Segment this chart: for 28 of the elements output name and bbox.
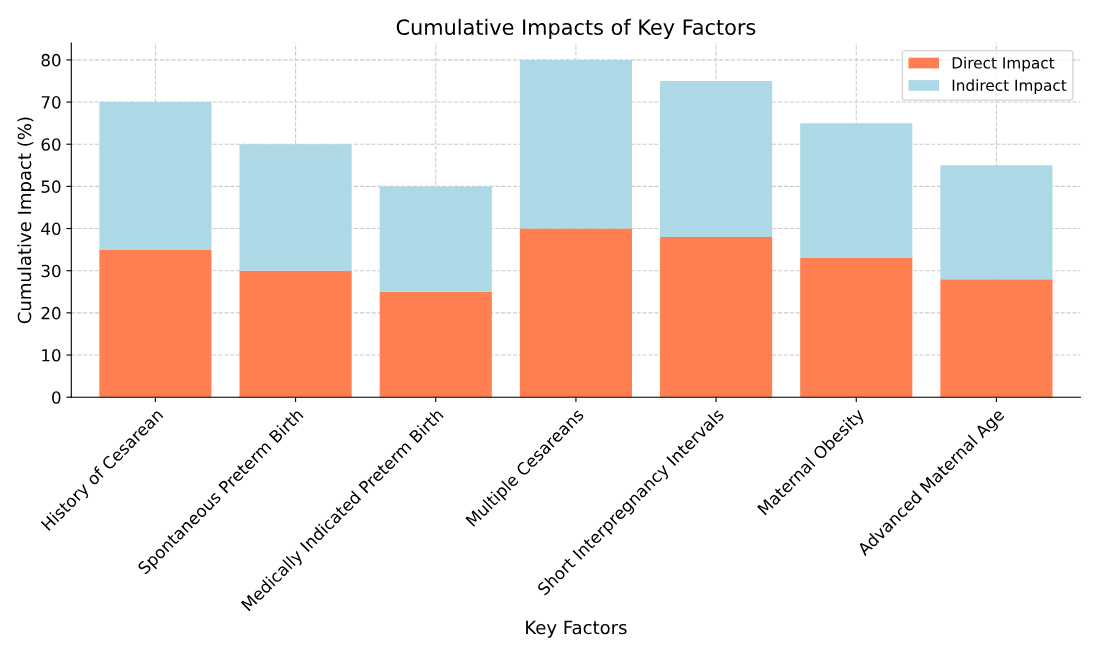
chart-title: Cumulative Impacts of Key Factors — [396, 18, 756, 40]
y-tick-label: 40 — [41, 222, 61, 236]
bar — [379, 291, 492, 398]
bar — [519, 59, 632, 229]
bar — [660, 236, 773, 398]
y-tick-label: 20 — [41, 306, 61, 320]
y-axis-title: Cumulative Impact (%) — [17, 117, 35, 324]
bar — [99, 249, 212, 398]
y-tick-label: 10 — [42, 349, 61, 362]
y-tick-label: 70 — [41, 96, 61, 109]
bar — [99, 102, 212, 250]
y-tick-label: 0 — [52, 391, 61, 404]
y-tick-label: 60 — [41, 138, 61, 151]
bar — [660, 80, 773, 237]
bar — [239, 270, 352, 398]
legend-label: Direct Impact — [952, 56, 1055, 72]
y-tick-label: 80 — [41, 53, 61, 67]
bar — [800, 258, 913, 398]
bar — [940, 279, 1053, 398]
x-axis-title: Key Factors — [526, 620, 627, 638]
legend-label: Indirect Impact — [952, 79, 1067, 94]
y-tick-label: 30 — [41, 264, 61, 278]
bar — [239, 144, 352, 271]
bar — [379, 186, 492, 292]
bar — [800, 123, 913, 259]
bar — [940, 165, 1053, 280]
y-tick-label: 50 — [41, 180, 61, 193]
bar — [519, 228, 632, 398]
